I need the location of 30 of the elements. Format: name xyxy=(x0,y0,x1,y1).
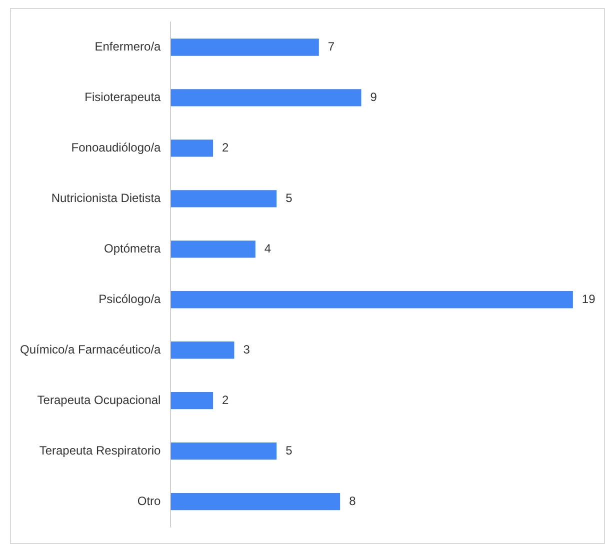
y-tick-label: Terapeuta Respiratorio xyxy=(39,443,162,458)
bar xyxy=(170,492,340,510)
bar xyxy=(170,342,234,359)
data-label: 2 xyxy=(222,392,230,407)
data-label: 5 xyxy=(286,190,293,205)
data-label: 8 xyxy=(349,494,356,508)
data-label: 7 xyxy=(328,40,335,54)
data-label: 3 xyxy=(243,342,250,356)
data-label: 19 xyxy=(582,292,596,306)
y-tick-label: Otro xyxy=(137,494,162,508)
bar xyxy=(170,240,256,258)
y-tick-label: Químico/a Farmacéutico/a xyxy=(20,342,162,356)
data-label: 5 xyxy=(286,443,293,458)
bar xyxy=(170,392,214,410)
y-tick-label: Enfermero/a xyxy=(94,40,162,54)
bar xyxy=(170,38,319,56)
y-tick-label: Psicólogo/a xyxy=(98,292,162,306)
y-tick-label: Fisioterapeuta xyxy=(84,90,162,104)
data-label: 4 xyxy=(264,241,272,256)
y-tick-label: Nutricionista Dietista xyxy=(51,190,162,205)
y-tick-label: Optómetra xyxy=(104,241,162,256)
bar xyxy=(170,291,573,308)
bar xyxy=(170,89,362,106)
y-tick-label: Fonoaudiólogo/a xyxy=(71,140,162,155)
bar xyxy=(170,442,277,460)
data-label: 9 xyxy=(370,90,378,104)
bar xyxy=(170,140,214,157)
y-tick-label: Terapeuta Ocupacional xyxy=(37,392,161,407)
data-label: 2 xyxy=(222,140,230,155)
bar xyxy=(170,190,277,208)
